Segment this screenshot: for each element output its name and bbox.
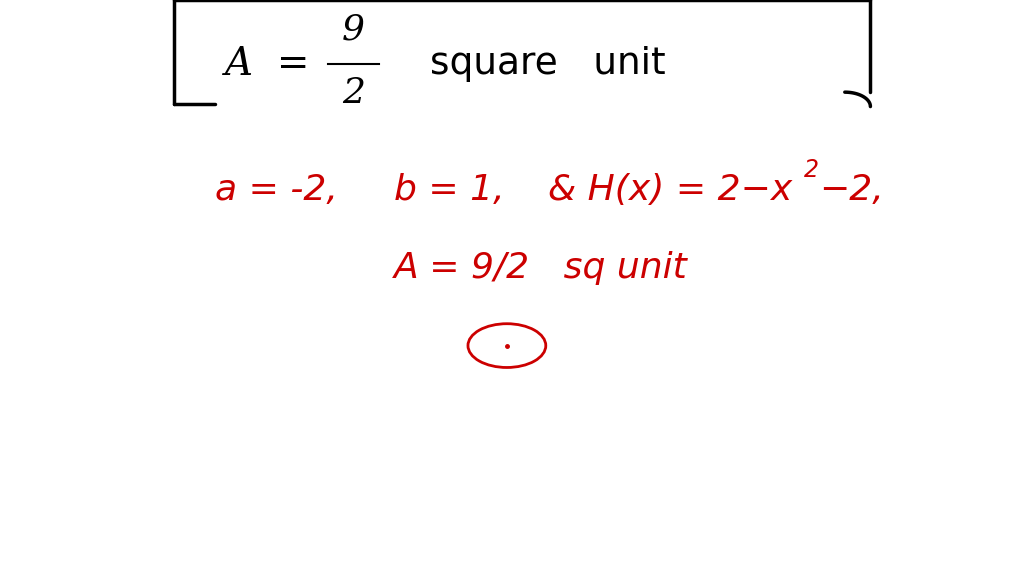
Text: a = -2,: a = -2, (215, 173, 338, 207)
Text: 2: 2 (342, 76, 365, 111)
Text: 9: 9 (342, 12, 365, 46)
Text: b = 1,: b = 1, (394, 173, 505, 207)
Text: & H(x) = 2−x: & H(x) = 2−x (548, 173, 793, 207)
Text: A = 9/2   sq unit: A = 9/2 sq unit (394, 251, 688, 285)
Text: A  =: A = (225, 46, 310, 83)
Text: 2: 2 (804, 158, 819, 182)
Text: −2,: −2, (819, 173, 884, 207)
Text: square   unit: square unit (430, 46, 666, 82)
